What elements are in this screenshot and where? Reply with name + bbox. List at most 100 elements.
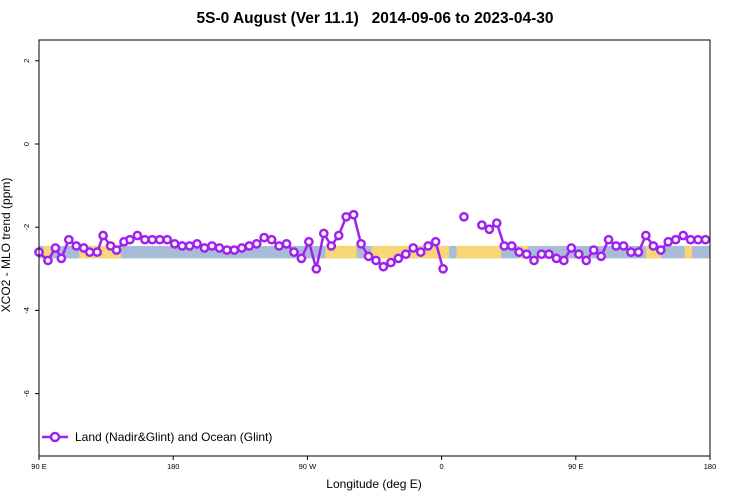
data-point [415, 247, 426, 258]
data-point [603, 234, 614, 245]
data-point [386, 257, 396, 268]
data-point [566, 243, 577, 253]
x-tick-label: 90 E [31, 462, 46, 471]
data-point [408, 243, 419, 253]
data-point [521, 249, 532, 260]
data-point [438, 263, 448, 274]
data-point [229, 245, 240, 255]
data-point [514, 247, 524, 258]
data-point [154, 234, 165, 245]
data-point [499, 241, 510, 251]
data-point [618, 241, 629, 251]
data-point [363, 251, 374, 262]
data-point [559, 255, 569, 266]
data-point [544, 249, 554, 260]
data-point [266, 234, 277, 245]
data-point [207, 241, 217, 251]
data-point [611, 241, 621, 251]
data-point [244, 241, 255, 251]
land-band-segment [684, 245, 693, 259]
data-point [140, 234, 150, 245]
x-tick-label: 180 [167, 462, 180, 471]
data-point [626, 247, 636, 258]
plot-frame [38, 39, 711, 457]
data-point [236, 243, 247, 253]
data-point [700, 234, 711, 245]
data-point [393, 253, 404, 264]
y-tick-label: 0 [22, 142, 31, 146]
x-tick-label: 90 E [568, 462, 583, 471]
y-axis: 2 0 -2 -4 -6 [22, 59, 39, 397]
data-point [177, 241, 187, 251]
data-point [184, 241, 195, 251]
data-point [356, 238, 366, 249]
data-point [147, 234, 158, 245]
data-point [98, 230, 108, 241]
data-point [259, 232, 270, 243]
y-tick-label: -6 [22, 390, 31, 397]
land-band-segment [43, 245, 51, 259]
data-point [92, 247, 103, 258]
data-point [685, 234, 696, 245]
data-point [251, 238, 262, 249]
data-point [199, 243, 210, 253]
data-point [304, 236, 314, 247]
x-tick-label: 90 W [299, 462, 317, 471]
legend-label: Land (Nadir&Glint) and Ocean (Glint) [75, 430, 272, 444]
data-point [371, 255, 381, 266]
data-point [655, 245, 666, 255]
data-point [596, 251, 606, 262]
y-tick-label: 2 [22, 59, 31, 63]
data-point [678, 230, 689, 241]
data-point [333, 230, 344, 241]
data-point [663, 236, 674, 247]
data-point [296, 253, 307, 264]
data-point [459, 211, 469, 222]
x-axis-title: Longitude (deg E) [326, 477, 421, 491]
data-point [551, 253, 562, 264]
data-point [162, 234, 173, 245]
data-point [318, 228, 329, 239]
data-point [477, 220, 487, 230]
data-point [43, 255, 53, 266]
data-point [125, 234, 135, 245]
data-point [281, 238, 292, 249]
data-point [274, 241, 284, 251]
data-point [588, 245, 599, 255]
data-point [491, 218, 502, 228]
data-point [63, 234, 74, 245]
data-point [430, 236, 441, 247]
data-point [648, 241, 659, 251]
data-point [56, 253, 67, 264]
data-point [326, 241, 337, 251]
data-point [484, 224, 495, 235]
data-point [71, 241, 82, 251]
data-point [506, 241, 517, 251]
data-point [111, 245, 122, 255]
data-point [400, 249, 411, 260]
y-tick-label: -4 [22, 307, 31, 314]
data-point [641, 230, 651, 241]
y-tick-label: -2 [22, 224, 31, 231]
data-point [214, 243, 225, 253]
data-point [693, 234, 703, 245]
chart-title: 5S-0 August (Ver 11.1) 2014-09-06 to 202… [196, 10, 554, 27]
data-point [132, 230, 143, 241]
x-axis: 90 E 180 90 W 0 90 E 180 [31, 456, 716, 471]
land-band-segment [456, 245, 502, 259]
data-point [192, 238, 202, 249]
data-point [423, 241, 434, 251]
data-point [378, 261, 389, 272]
data-point [670, 234, 681, 245]
data-point [222, 245, 232, 255]
x-tick-label: 0 [440, 462, 444, 471]
data-point [348, 209, 359, 220]
y-axis-title: XCO2 - MLO trend (ppm) [0, 178, 13, 313]
data-point [633, 247, 644, 258]
data-point [289, 247, 299, 258]
data-point [311, 263, 322, 274]
data-point [529, 255, 539, 266]
legend-marker-swatch [49, 431, 61, 443]
data-point [50, 243, 61, 253]
legend: Land (Nadir&Glint) and Ocean (Glint) [42, 430, 272, 444]
